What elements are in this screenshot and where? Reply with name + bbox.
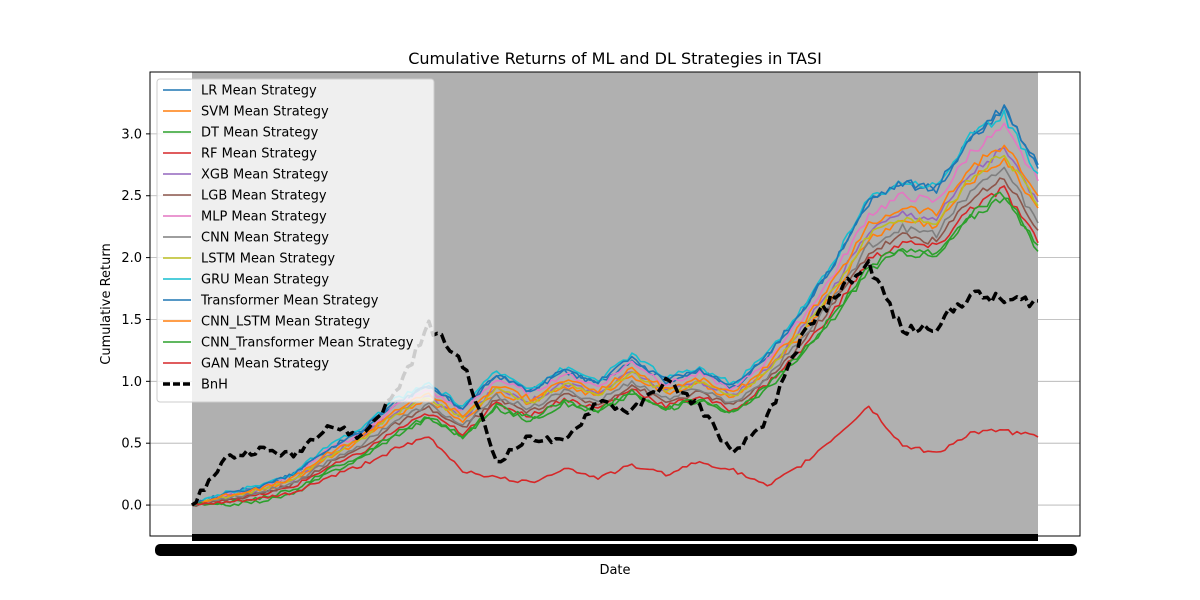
x-tick-labels — [155, 544, 1077, 556]
legend-entry: RF Mean Strategy — [201, 147, 317, 162]
y-tick-label: 1.5 — [121, 313, 142, 328]
legend: LR Mean Strategy SVM Mean Strategy DT Mean… — [156, 78, 435, 403]
series-line-cnn-mean-strategy — [191, 166, 1039, 506]
legend-entry: CNN_Transformer Mean Strategy — [201, 336, 414, 351]
y-tick-label: 2.5 — [121, 189, 142, 204]
y-ticks: 0.0 0.5 1.0 1.5 2.0 2.5 3.0 — [121, 127, 150, 514]
series-layer — [191, 104, 1039, 507]
series-line-transformer-mean-strategy — [191, 104, 1039, 506]
legend-entry: GAN Mean Strategy — [201, 357, 329, 372]
legend-entry: Transformer Mean Strategy — [200, 294, 379, 309]
series-line-gan-mean-strategy — [191, 405, 1039, 506]
legend-entry: LR Mean Strategy — [201, 84, 317, 99]
x-axis-label: Date — [599, 563, 630, 578]
x-tick-marks — [192, 534, 1038, 541]
series-line-cnn-lstm-mean-strategy — [191, 144, 1039, 506]
legend-entry: SVM Mean Strategy — [201, 105, 329, 120]
y-axis-label: Cumulative Return — [99, 243, 114, 364]
legend-entry: XGB Mean Strategy — [201, 168, 329, 183]
legend-entry: GRU Mean Strategy — [201, 273, 329, 288]
series-line-lstm-mean-strategy — [191, 154, 1039, 506]
legend-entry: CNN_LSTM Mean Strategy — [201, 315, 370, 330]
y-tick-label: 0.0 — [121, 499, 142, 514]
axes-frame — [149, 71, 1081, 537]
legend-entry: LSTM Mean Strategy — [201, 252, 335, 267]
y-tick-label: 0.5 — [121, 437, 142, 452]
legend-box — [156, 78, 435, 403]
legend-entry: MLP Mean Strategy — [201, 210, 327, 225]
legend-entry: BnH — [201, 378, 228, 393]
chart-title: Cumulative Returns of ML and DL Strategi… — [408, 49, 822, 68]
legend-entry: CNN Mean Strategy — [201, 231, 329, 246]
x-tick-band — [155, 534, 1077, 556]
series-line-cnn-transformer-mean-strategy — [191, 191, 1039, 506]
y-tick-label: 3.0 — [121, 127, 142, 142]
legend-entry: DT Mean Strategy — [201, 126, 319, 141]
y-tick-label: 2.0 — [121, 251, 142, 266]
legend-entry: LGB Mean Strategy — [201, 189, 327, 204]
series-line-bnh — [191, 259, 1039, 507]
y-tick-label: 1.0 — [121, 375, 142, 390]
